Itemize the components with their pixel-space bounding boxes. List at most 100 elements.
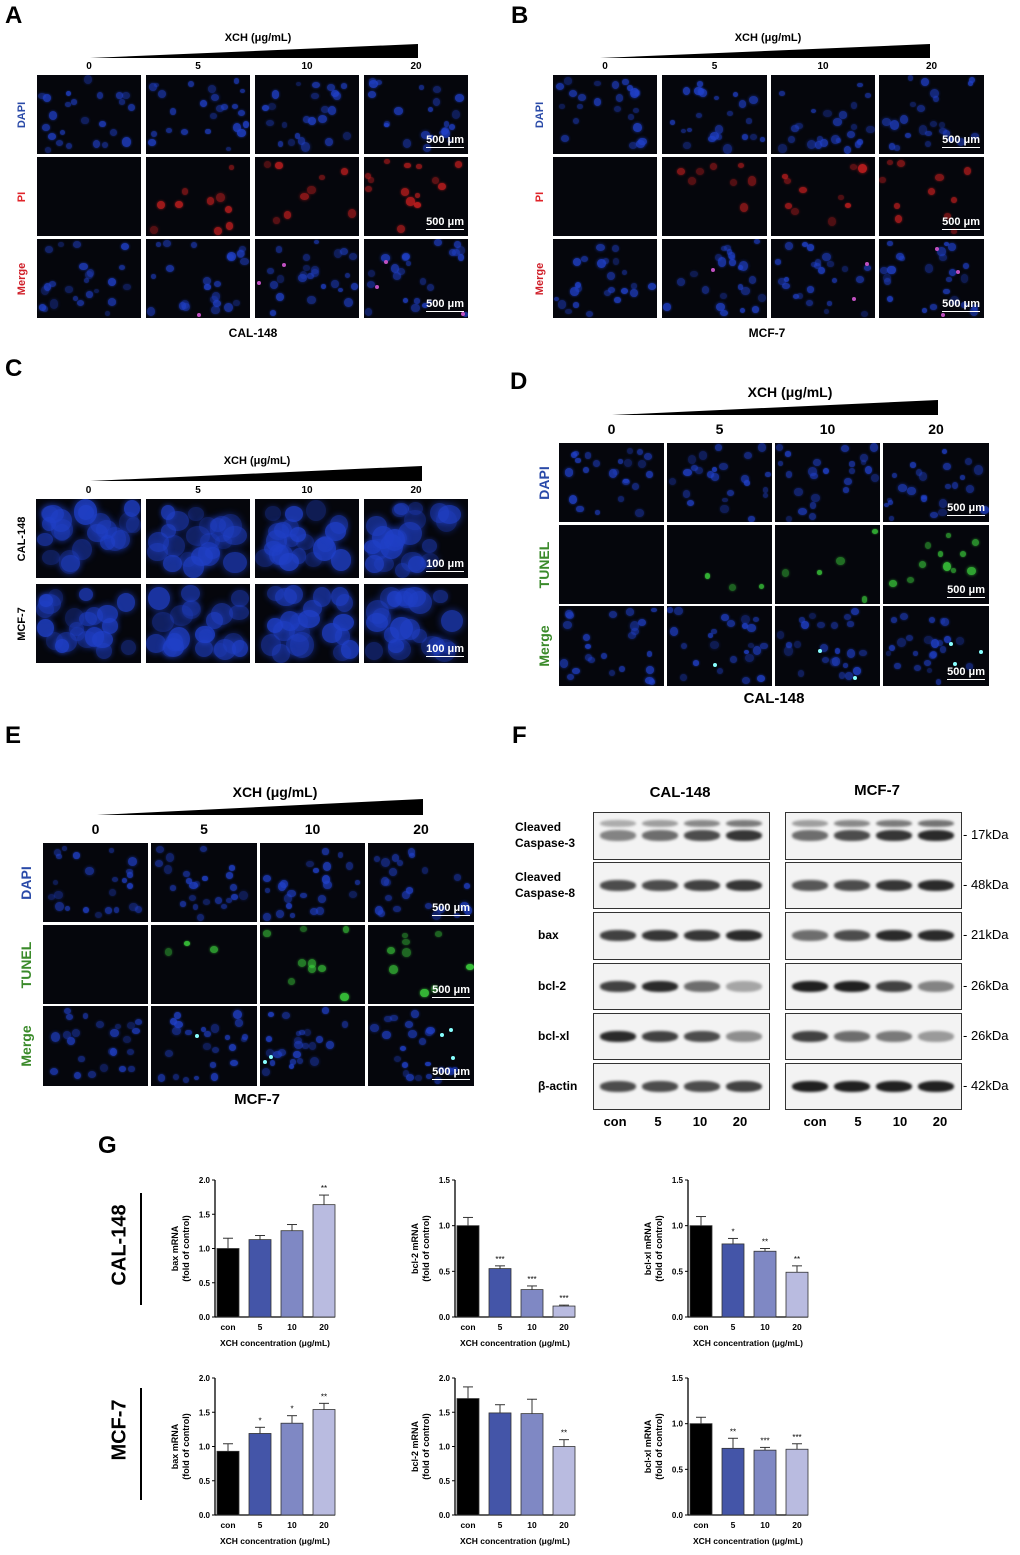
cell-nucleus <box>169 885 177 892</box>
protein-band <box>834 1080 870 1092</box>
y-tick-label: 1.5 <box>672 1374 684 1383</box>
cell-nucleus <box>612 244 619 252</box>
scale-bar-line <box>947 515 985 516</box>
cell-nucleus <box>951 482 958 490</box>
cell-nucleus <box>572 667 580 674</box>
protein-band <box>876 930 912 941</box>
x-axis-title: XCH concentration (μg/mL) <box>220 1536 330 1546</box>
cell-nucleus <box>817 621 826 629</box>
cell-nucleus <box>320 105 330 114</box>
cell-nucleus <box>132 1028 140 1035</box>
cell-nucleus <box>814 141 823 149</box>
cell-nucleus <box>78 1055 85 1063</box>
cell-nucleus <box>365 185 372 192</box>
cell-nucleus <box>749 276 757 284</box>
significance-marker: *** <box>527 1275 536 1284</box>
cell-nucleus <box>49 299 59 309</box>
cell-nucleus <box>572 302 579 308</box>
cell-nucleus <box>303 116 310 123</box>
micrograph-merge-20: 500 μm <box>879 239 984 318</box>
cell-nucleus <box>714 125 723 134</box>
cell-nucleus <box>378 909 386 917</box>
x-tick-label: 10 <box>287 1520 297 1530</box>
cell-nucleus <box>593 98 602 107</box>
cell-nucleus <box>110 530 130 549</box>
cell-nucleus <box>748 515 755 522</box>
micrograph-tunel-10 <box>775 525 880 604</box>
bar-con <box>216 1450 240 1516</box>
cell-nucleus <box>940 618 949 626</box>
cell-nucleus <box>119 512 140 533</box>
cell-nucleus <box>730 179 738 186</box>
cell-nucleus <box>845 672 854 680</box>
cell-nucleus <box>750 133 757 140</box>
x-tick-label: 20 <box>792 1322 802 1332</box>
cell-nucleus <box>438 130 444 136</box>
bar-5 <box>488 1268 512 1318</box>
micrograph-dapi-5 <box>151 843 257 922</box>
cell-nucleus <box>720 504 729 514</box>
cell-nucleus <box>637 460 646 468</box>
dose-label: 20 <box>925 61 938 72</box>
protein-band <box>792 1030 828 1042</box>
cell-nucleus <box>863 264 872 271</box>
cell-nucleus <box>710 473 720 481</box>
dose-label: 5 <box>195 485 201 496</box>
cell-nucleus <box>860 454 868 463</box>
cell-nucleus <box>163 864 173 874</box>
cell-nucleus <box>757 443 766 452</box>
cell-nucleus <box>267 102 277 110</box>
row-label: PI <box>16 191 28 202</box>
cell-nucleus <box>920 77 929 87</box>
cell-nucleus <box>59 129 65 135</box>
scale-bar-label: 500 μm <box>426 134 464 146</box>
cell-nucleus <box>806 139 816 149</box>
cell-nucleus <box>929 88 939 98</box>
bar-5 <box>248 1239 272 1318</box>
panel-label-B: B <box>511 2 529 29</box>
dose-wedge-shape <box>90 466 422 481</box>
micrograph-dapi-0 <box>553 75 657 154</box>
cell-nucleus <box>714 444 723 451</box>
cell-nucleus <box>629 142 638 149</box>
cell-nucleus <box>364 307 373 316</box>
cell-nucleus <box>950 295 959 306</box>
panel-label-C: C <box>5 355 23 382</box>
cell-nucleus <box>905 132 912 138</box>
cell-nucleus <box>894 202 901 209</box>
cell-nucleus <box>930 638 940 649</box>
cell-nucleus <box>466 963 474 971</box>
cell-nucleus <box>321 623 343 643</box>
cell-nucleus <box>396 224 406 234</box>
cell-nucleus <box>594 80 602 86</box>
cell-nucleus <box>455 94 464 102</box>
cell-nucleus <box>165 1049 174 1057</box>
cell-nucleus <box>963 167 971 175</box>
protein-band <box>876 1080 912 1092</box>
cell-nucleus <box>557 300 567 309</box>
cell-nucleus <box>333 249 342 258</box>
y-axis-title: bcl-xl mRNA <box>643 1419 653 1473</box>
cell-nucleus <box>651 607 657 613</box>
cell-nucleus <box>368 177 374 183</box>
cell-nucleus <box>915 468 923 476</box>
cell-nucleus <box>568 494 578 505</box>
cell-nucleus <box>619 666 625 673</box>
cell-nucleus <box>704 573 711 579</box>
cell-nucleus <box>305 860 314 868</box>
scale-bar-label: 500 μm <box>947 584 985 596</box>
cell-nucleus <box>453 874 462 881</box>
scale-bar-line <box>432 915 470 916</box>
cell-nucleus <box>836 557 845 566</box>
protein-band <box>684 980 720 992</box>
bar-chart-2: 0.0 0.5 1.0 1.5 con * 5 ** 10 ** 20 XCH concentrati… <box>643 1176 809 1348</box>
cell-nucleus <box>732 91 738 97</box>
cell-nucleus <box>907 486 916 496</box>
cell-nucleus <box>832 278 838 284</box>
cell-nucleus <box>157 1073 166 1082</box>
micrograph-cal-148-10 <box>255 499 359 578</box>
significance-marker: ** <box>321 1184 327 1193</box>
blot-header-mcf7: MCF-7 <box>854 782 900 799</box>
cell-nucleus <box>432 85 442 93</box>
cell-nucleus <box>570 286 579 296</box>
